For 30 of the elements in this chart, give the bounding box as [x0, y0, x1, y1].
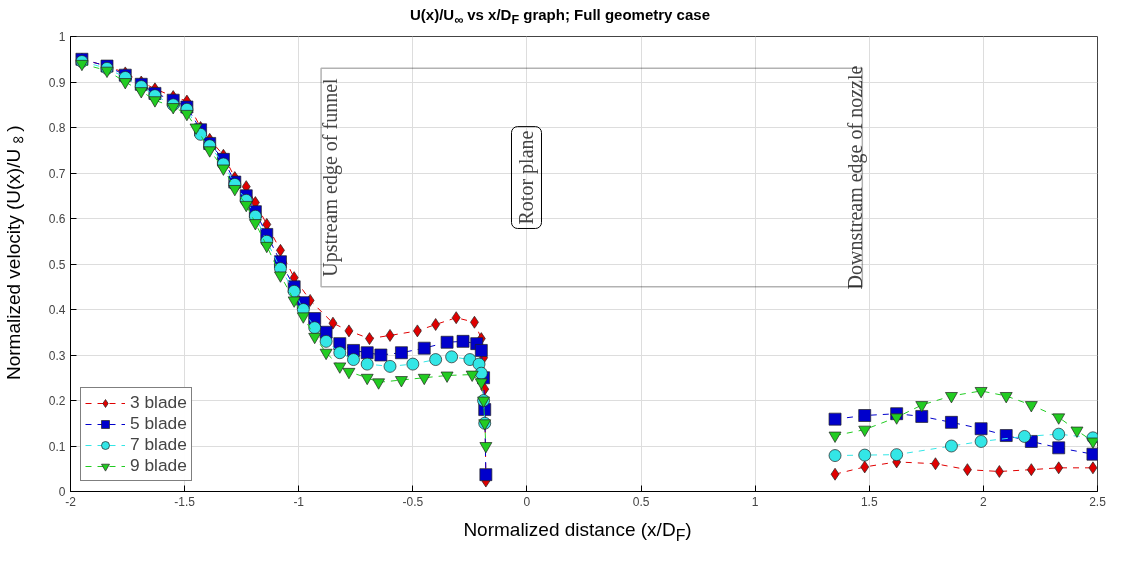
y-tick-label: 0.9 — [48, 75, 66, 90]
legend-label: 7 blade — [130, 434, 187, 455]
y-tick-label: 0.5 — [48, 257, 66, 272]
chart-title: U(x)/U$_{∞}$ vs x/D$_{F}$ graph; Full geometry case — [410, 5, 710, 29]
annotation: Rotor plane — [515, 130, 539, 225]
x-tick-label: 1 — [751, 494, 759, 509]
x-tick-label: -0.5 — [402, 494, 424, 509]
y-tick-label: 0.4 — [48, 303, 66, 317]
x-tick-label: 2 — [980, 494, 988, 509]
y-tick-label: 0.3 — [48, 348, 66, 363]
x-tick-label: -1 — [293, 494, 305, 509]
legend-label: 5 blade — [130, 413, 187, 434]
y-tick-label: 0.6 — [48, 212, 66, 226]
x-tick-label: 1.5 — [860, 494, 878, 509]
legend-label: 3 blade — [130, 392, 187, 413]
y-tick-label: 0.7 — [48, 166, 66, 181]
y-tick-label: 0 — [58, 485, 66, 499]
y-tick-label: 0.8 — [48, 121, 66, 135]
x-tick-label: 0 — [523, 494, 531, 509]
x-tick-label: 2.5 — [1089, 494, 1107, 509]
annotation: Upstream edge of funnel — [319, 77, 343, 277]
y-tick-label: 0.1 — [48, 439, 66, 454]
y-tick-label: 1 — [58, 30, 66, 44]
legend-label: 9 blade — [130, 455, 187, 476]
x-tick-label: -1.5 — [174, 494, 196, 509]
x-axis-title: Normalized distance (x/D$_{F}$) — [463, 518, 692, 546]
x-tick-label: 0.5 — [632, 494, 650, 509]
x-tick-label: -2 — [65, 494, 77, 509]
annotation: Downstream edge of nozzle — [844, 65, 868, 290]
y-tick-label: 0.2 — [48, 394, 66, 408]
